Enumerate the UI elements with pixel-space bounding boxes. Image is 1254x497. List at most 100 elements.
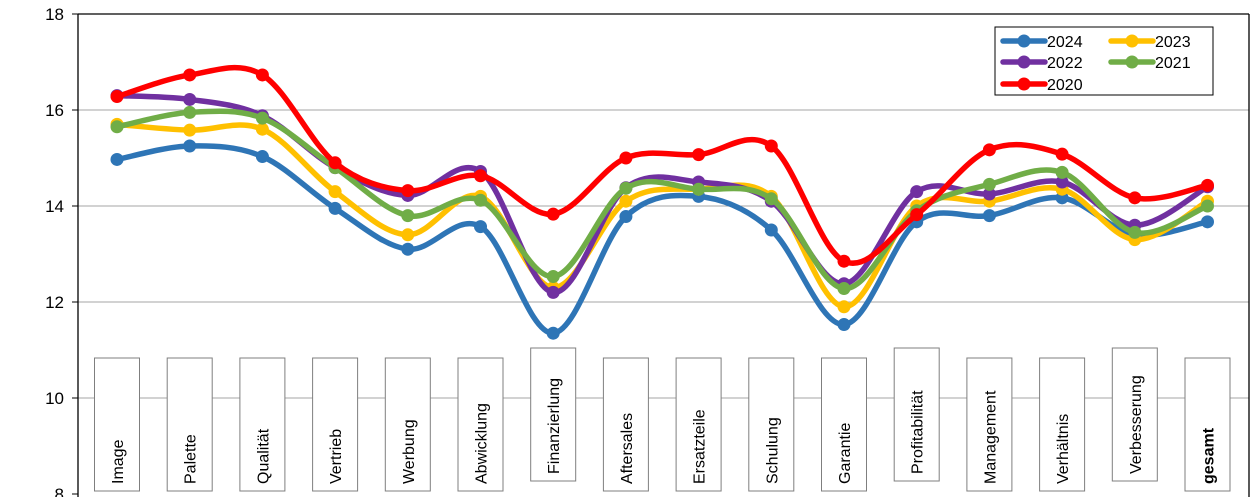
data-point-2020	[474, 169, 487, 183]
data-point-2023	[255, 122, 269, 136]
data-point-2022	[546, 285, 560, 299]
series-lines	[110, 64, 1214, 340]
data-point-2024	[183, 139, 197, 153]
series-line-2021	[114, 108, 1211, 292]
data-point-2020	[1128, 191, 1142, 205]
y-tick-label: 10	[45, 389, 64, 408]
legend-label: 2023	[1155, 34, 1191, 51]
category-box	[966, 357, 1013, 492]
data-point-2020	[183, 68, 197, 82]
x-category-label: Schulung	[764, 417, 781, 484]
series-line-2020	[114, 64, 1211, 266]
category-box	[239, 357, 286, 492]
data-point-2024	[982, 209, 996, 223]
category-box	[748, 357, 795, 492]
data-point-2020	[1055, 147, 1069, 161]
category-box	[893, 347, 940, 482]
data-point-2024	[328, 201, 342, 215]
data-point-2024	[401, 242, 415, 256]
x-category-label: Abwicklung	[474, 403, 491, 484]
data-point-2021	[110, 120, 124, 134]
data-point-2021	[619, 181, 633, 195]
data-point-2023	[401, 228, 415, 242]
data-point-2020	[619, 151, 633, 165]
data-point-2020	[1201, 178, 1214, 192]
legend-item-2022: 2022	[1000, 55, 1083, 72]
category-box	[384, 357, 431, 492]
legend-label: 2024	[1047, 34, 1083, 51]
legend-swatch-marker	[1125, 55, 1139, 69]
data-point-2020	[910, 208, 924, 222]
data-point-2024	[837, 318, 851, 332]
x-category-label: Aftersales	[619, 413, 636, 484]
legend-label: 2020	[1047, 77, 1083, 94]
data-point-2020	[982, 143, 996, 157]
category-box	[602, 357, 649, 492]
data-point-2024	[764, 223, 778, 237]
x-category-label: Werbung	[401, 419, 418, 484]
series-line-2023	[114, 121, 1211, 310]
data-point-2023	[619, 194, 633, 208]
data-point-2024	[255, 150, 269, 164]
data-point-2020	[401, 184, 415, 198]
data-point-2021	[546, 270, 560, 284]
series-2020	[110, 64, 1214, 268]
legend-swatch-marker	[1017, 77, 1031, 91]
data-point-2021	[401, 209, 415, 223]
category-box	[675, 357, 722, 492]
data-point-2021	[1055, 165, 1069, 179]
data-point-2021	[1201, 199, 1214, 213]
data-point-2021	[692, 182, 706, 196]
y-tick-label: 18	[45, 5, 64, 24]
legend-swatch-marker	[1017, 34, 1031, 48]
category-box	[312, 357, 359, 492]
series-2022	[110, 89, 1214, 299]
data-point-2020	[546, 207, 560, 221]
data-point-2024	[1201, 215, 1214, 229]
category-box	[1039, 357, 1086, 492]
data-point-2023	[328, 185, 342, 199]
y-tick-label: 14	[45, 197, 64, 216]
axes: 8 10 12 14 16 18	[45, 5, 1250, 497]
data-point-2022	[1055, 175, 1069, 189]
legend: 2024 2023 2022 2021 2020	[994, 26, 1214, 96]
data-point-2021	[474, 193, 487, 207]
category-box	[821, 357, 867, 492]
category-box	[1184, 357, 1231, 492]
x-category-label: Vertrieb	[328, 429, 345, 484]
category-box	[1111, 347, 1158, 482]
category-box	[530, 347, 577, 482]
x-category-label: Verbesserung	[1128, 375, 1145, 474]
data-point-2021	[183, 105, 197, 119]
data-point-2021	[982, 177, 996, 191]
y-tick-label: 12	[45, 293, 64, 312]
legend-item-2024: 2024	[1000, 34, 1083, 51]
category-label-boxes: Image Palette Qualität Vertrieb Werbung Abwic…	[94, 347, 1231, 492]
y-tick-label: 16	[45, 101, 64, 120]
data-point-2020	[692, 148, 706, 162]
legend-item-2021: 2021	[1108, 55, 1191, 72]
data-point-2024	[546, 326, 560, 340]
x-category-label: Ersatzteile	[692, 409, 709, 484]
data-point-2023	[837, 300, 851, 314]
x-category-label: Image	[110, 439, 127, 484]
data-point-2021	[837, 282, 851, 296]
series-line-2024	[114, 143, 1211, 336]
data-point-2021	[1128, 225, 1142, 239]
x-category-label: Verhältnis	[1055, 414, 1072, 484]
series-2024	[110, 139, 1214, 340]
data-point-2024	[474, 220, 487, 234]
x-category-label: Profitabilität	[910, 390, 927, 474]
x-category-label: Palette	[183, 434, 200, 484]
data-point-2021	[764, 192, 778, 206]
legend-label: 2021	[1155, 55, 1191, 72]
legend-item-2023: 2023	[1108, 34, 1191, 51]
data-point-2023	[183, 123, 197, 137]
category-box	[94, 357, 140, 492]
x-category-label: Management	[982, 390, 999, 484]
data-point-2020	[328, 156, 342, 170]
x-category-label: Finanzierlung	[546, 378, 563, 474]
x-category-label: Garantie	[837, 423, 854, 484]
legend-swatch-marker	[1125, 34, 1139, 48]
